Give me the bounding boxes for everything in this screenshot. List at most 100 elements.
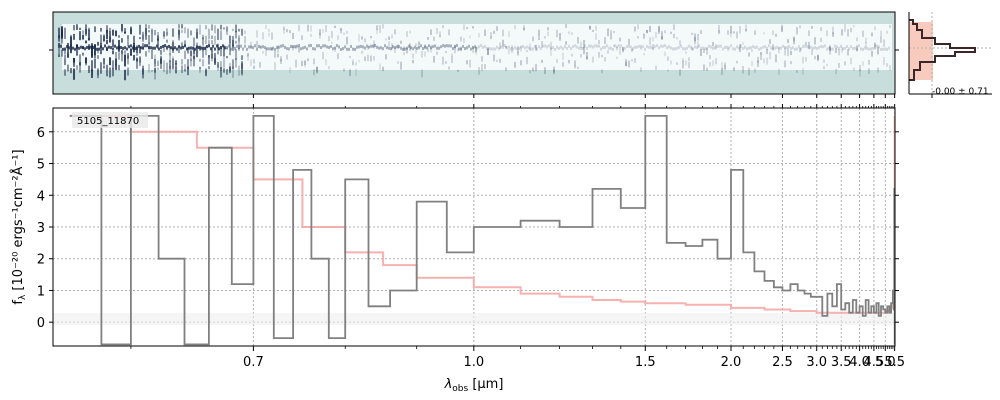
spectrum-2d-trace-pixel <box>828 46 830 50</box>
spectrum-2d-pixel <box>247 54 249 61</box>
spectrum-2d-pixel <box>238 45 240 49</box>
spectrum-2d-trace-pixel <box>158 47 160 51</box>
spectrum-2d-trace-pixel <box>724 45 726 49</box>
spectrum-2d-pixel <box>619 47 621 55</box>
spectrum-2d-trace-pixel <box>380 46 382 50</box>
spectrum-2d-pixel <box>493 54 495 62</box>
spectrum-2d-pixel <box>823 66 825 70</box>
spectrum-2d-pixel <box>370 55 372 62</box>
y-tick-label: 2 <box>37 253 45 268</box>
spectrum-2d-pixel <box>631 48 633 52</box>
spectrum-2d-pixel <box>241 55 243 60</box>
spectrum-2d-trace-pixel <box>720 44 722 48</box>
spectrum-2d-pixel <box>97 68 99 76</box>
spectrum-2d-pixel <box>58 42 60 48</box>
spectrum-2d-trace-pixel <box>176 47 178 51</box>
spectrum-2d-pixel <box>274 62 276 70</box>
spectrum-2d-pixel <box>718 25 720 33</box>
x-tick-label: 2.0 <box>721 355 742 370</box>
spectrum-2d-trace-pixel <box>742 46 744 50</box>
y-tick-label: 1 <box>37 284 45 299</box>
spectrum-2d-trace-pixel <box>140 46 142 50</box>
spectrum-2d-pixel <box>643 33 645 39</box>
spectrum-2d-pixel <box>223 47 225 60</box>
spectrum-2d-trace-pixel <box>248 45 250 49</box>
spectrum-2d-pixel <box>478 32 480 38</box>
spectrum-2d-pixel <box>454 46 456 54</box>
spectrum-2d-pixel <box>487 48 489 55</box>
spectrum-2d-pixel <box>694 36 696 45</box>
spectrum-2d-pixel <box>253 65 255 69</box>
spectrum-2d-pixel <box>400 61 402 70</box>
spectrum-2d-pixel <box>886 63 888 67</box>
spectrum-2d-trace-pixel <box>62 47 64 51</box>
spectrum-2d-trace-pixel <box>464 47 466 51</box>
spectrum-2d-trace-pixel <box>860 47 862 51</box>
spectrum-2d-pixel <box>232 28 234 31</box>
spectrum-2d-trace-pixel <box>322 44 324 48</box>
spectrum-2d-pixel <box>628 60 630 68</box>
spectrum-2d-pixel <box>394 47 396 53</box>
spectrum-2d-pixel <box>172 28 174 37</box>
spectrum-2d-trace-pixel <box>180 46 182 50</box>
spectrum-2d-pixel <box>676 62 678 65</box>
spectrum-2d-pixel <box>439 31 441 35</box>
spectrum-2d-trace-pixel <box>342 47 344 51</box>
spectrum-2d-pixel <box>73 25 75 31</box>
spectrum-2d-pixel <box>775 54 777 63</box>
spectrum-2d-pixel <box>835 47 837 53</box>
spectrum-2d-pixel <box>391 34 393 39</box>
y-axis-label-main: f <box>11 300 26 305</box>
spectrum-2d-trace-pixel <box>346 47 348 51</box>
spectrum-2d-pixel <box>736 60 738 64</box>
spectrum-2d-trace-pixel <box>830 47 832 51</box>
spectrum-2d-trace-pixel <box>316 44 318 48</box>
spectrum-2d-pixel <box>631 59 633 62</box>
profile-annotation: -0.00 ± 0.71 <box>932 87 989 97</box>
spectrum-2d-pixel <box>730 31 732 38</box>
spectrum-2d-pixel <box>223 68 225 73</box>
spectrum-2d-pixel <box>862 30 864 37</box>
spectrum-2d-trace-pixel <box>824 44 826 48</box>
spectrum-2d-pixel <box>79 62 81 73</box>
spectrum-2d-pixel <box>322 29 324 33</box>
spectrum-2d-pixel <box>457 48 459 52</box>
spectrum-2d-pixel <box>787 39 789 44</box>
spectrum-2d-pixel <box>139 57 141 63</box>
spectrum-2d-pixel <box>244 36 246 44</box>
spectrum-2d-pixel <box>760 51 762 60</box>
spectrum-2d-trace-pixel <box>566 46 568 50</box>
spectrum-2d-pixel <box>595 33 597 40</box>
spectrum-2d-trace-pixel <box>336 44 338 48</box>
spectrum-2d-pixel <box>505 67 507 71</box>
spectrum-2d-trace-pixel <box>88 46 90 50</box>
spectrum-2d-pixel <box>409 30 411 34</box>
spectrum-2d-trace-pixel <box>606 44 608 48</box>
spectrum-2d-pixel <box>421 51 423 58</box>
x-axis-label-unit: [μm] <box>468 377 503 392</box>
spectrum-2d-trace-pixel <box>388 46 390 50</box>
spectrum-2d-trace-pixel <box>710 45 712 49</box>
spectrum-2d-pixel <box>568 59 570 64</box>
spectrum-2d-trace-pixel <box>788 44 790 48</box>
spectrum-2d-trace-pixel <box>538 45 540 49</box>
spectrum-2d-pixel <box>688 62 690 69</box>
spectrum-2d-pixel <box>235 24 237 33</box>
spectrum-2d-pixel <box>115 58 117 70</box>
x-tick-label: 1.5 <box>635 355 656 370</box>
spectrum-2d-pixel <box>88 29 90 41</box>
spectrum-2d-trace-pixel <box>702 46 704 50</box>
spectrum-2d-pixel <box>346 36 348 45</box>
spectrum-2d-trace-pixel <box>426 46 428 50</box>
spectrum-2d-trace-pixel <box>288 47 290 51</box>
spectrum-2d-pixel <box>880 30 882 38</box>
spectrum-2d-pixel <box>64 59 66 66</box>
spectrum-2d-pixel <box>526 50 528 53</box>
spectrum-2d-pixel <box>178 45 180 54</box>
spectrum-2d-pixel <box>595 25 597 31</box>
spectrum-2d-pixel <box>658 25 660 33</box>
spectrum-2d-trace-pixel <box>774 46 776 50</box>
spectrum-2d-trace-pixel <box>836 45 838 49</box>
spectrum-2d-trace-pixel <box>672 47 674 51</box>
spectrum-2d-pixel <box>235 40 237 44</box>
